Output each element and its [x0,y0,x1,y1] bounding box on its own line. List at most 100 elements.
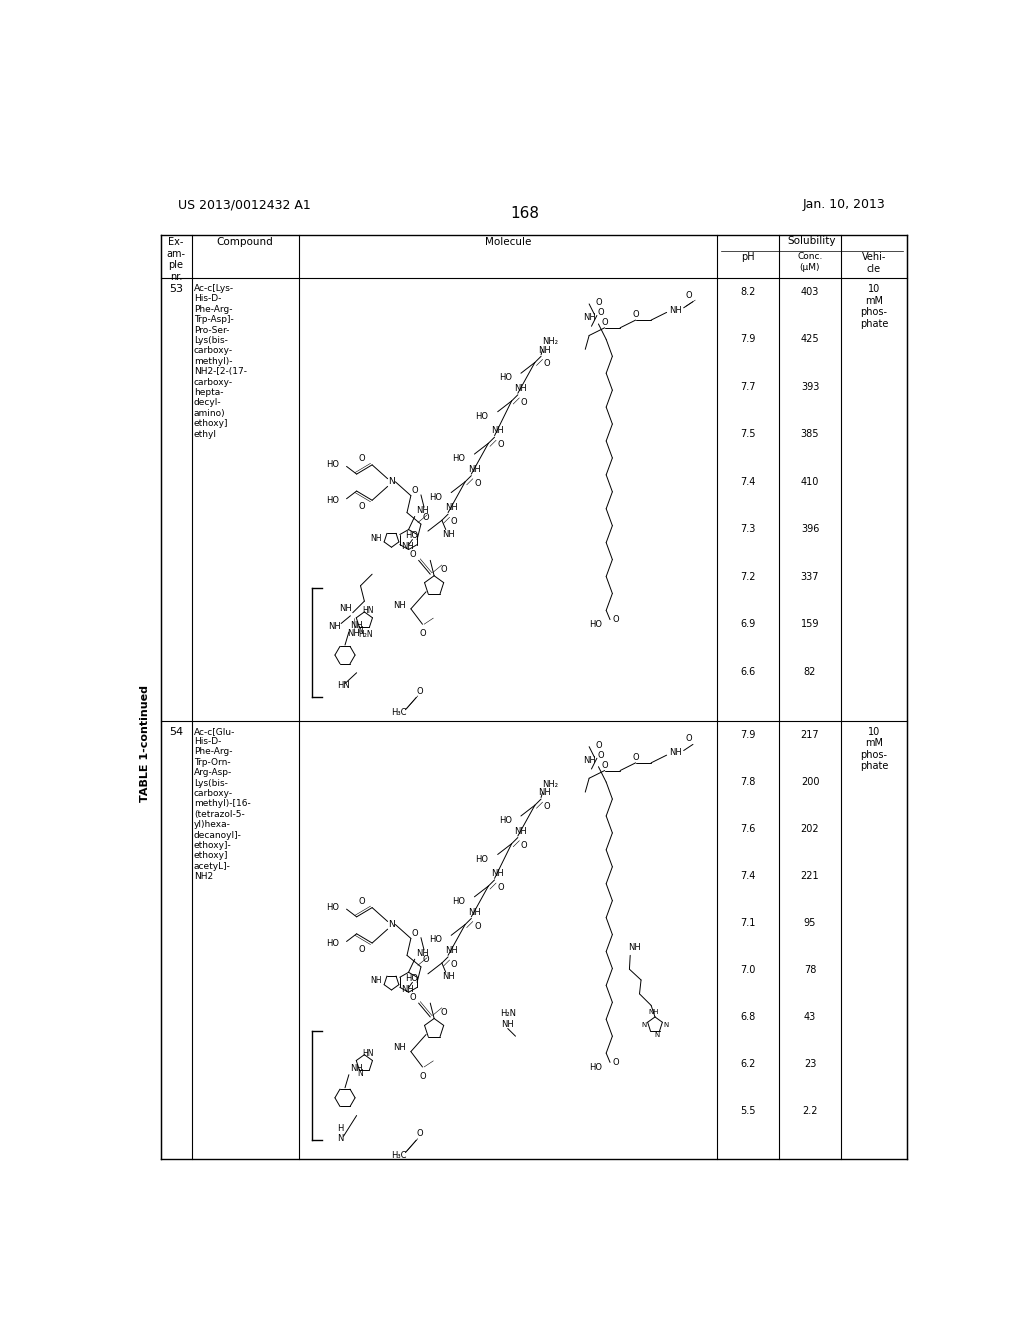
Text: O: O [595,298,602,306]
Text: O: O [440,565,446,574]
Text: NH: NH [393,1043,406,1052]
Text: Ex-
am-
ple
nr.: Ex- am- ple nr. [167,238,185,281]
Text: O: O [410,550,417,560]
Text: 6.2: 6.2 [740,1059,756,1069]
Text: O: O [597,308,604,317]
Text: N: N [357,626,364,635]
Text: N: N [664,1022,669,1028]
Text: 7.6: 7.6 [740,824,756,834]
Text: 7.2: 7.2 [740,572,756,582]
Text: O: O [474,479,481,488]
Text: H₃C: H₃C [391,709,407,717]
Text: HO: HO [326,496,339,504]
Text: NH: NH [502,1020,514,1030]
Text: Conc.
(μM): Conc. (μM) [798,252,822,272]
Text: O: O [358,898,366,906]
Text: 53: 53 [169,284,183,294]
Text: Ac-c[Glu-
His-D-
Phe-Arg-
Trp-Orn-
Arg-Asp-
Lys(bis-
carboxy-
methyl)-[16-
(tetr: Ac-c[Glu- His-D- Phe-Arg- Trp-Orn- Arg-A… [194,726,251,882]
Text: NH: NH [444,946,458,956]
Text: 200: 200 [801,776,819,787]
Text: HO: HO [589,1063,602,1072]
Text: 95: 95 [804,917,816,928]
Text: O: O [422,512,429,521]
Text: O: O [521,841,527,850]
Text: O: O [474,921,481,931]
Text: Ac-c[Lys-
His-D-
Phe-Arg-
Trp-Asp]-
Pro-Ser-
Lys(bis-
carboxy-
methyl)-
NH2-[2-(: Ac-c[Lys- His-D- Phe-Arg- Trp-Asp]- Pro-… [194,284,247,438]
Text: Molecule: Molecule [484,238,530,247]
Text: O: O [544,359,551,368]
Text: O: O [632,752,639,762]
Text: 168: 168 [510,206,540,222]
Text: O: O [358,945,366,953]
Text: 393: 393 [801,381,819,392]
Text: 396: 396 [801,524,819,535]
Text: NH₂: NH₂ [543,337,558,346]
Text: 217: 217 [801,730,819,739]
Text: N: N [337,1134,344,1143]
Text: NH: NH [492,426,504,436]
Text: Solubility: Solubility [787,236,837,246]
Text: O: O [358,502,366,511]
Text: O: O [416,1130,423,1138]
Text: NH: NH [538,346,551,355]
Text: NH: NH [583,313,596,322]
Text: 425: 425 [801,334,819,345]
Text: HO: HO [406,531,419,540]
Text: US 2013/0012432 A1: US 2013/0012432 A1 [178,198,311,211]
Text: HO: HO [453,898,465,906]
Text: O: O [498,441,504,449]
Text: O: O [416,686,423,696]
Text: O: O [498,883,504,892]
Text: NH: NH [371,533,382,543]
Text: 7.9: 7.9 [740,730,756,739]
Text: O: O [595,741,602,750]
Text: HO: HO [453,454,465,463]
Text: H₂N: H₂N [358,630,373,639]
Text: NH: NH [350,1064,362,1073]
Text: O: O [685,734,691,743]
Text: O: O [419,630,426,638]
Text: 10
mM
phos-
phate: 10 mM phos- phate [860,284,888,329]
Text: O: O [412,928,418,937]
Text: HO: HO [589,620,602,628]
Text: 6.9: 6.9 [740,619,756,630]
Text: Jan. 10, 2013: Jan. 10, 2013 [802,198,885,211]
Text: NH: NH [400,543,414,550]
Text: O: O [597,751,604,759]
Text: 54: 54 [169,726,183,737]
Text: 7.0: 7.0 [740,965,756,975]
Text: 7.5: 7.5 [740,429,756,440]
Text: NH: NH [670,306,682,314]
Text: Compound: Compound [217,238,273,247]
Text: N: N [357,1069,364,1077]
Text: O: O [358,454,366,463]
Text: HO: HO [326,461,339,470]
Text: O: O [410,993,417,1002]
Text: O: O [601,760,608,770]
Text: O: O [544,803,551,812]
Text: H₂N: H₂N [500,1008,516,1018]
Text: O: O [612,1057,618,1067]
Text: O: O [451,517,458,527]
Text: HO: HO [499,374,512,383]
Text: 410: 410 [801,477,819,487]
Text: HO: HO [326,903,339,912]
Text: N: N [654,1032,659,1039]
Text: O: O [451,960,458,969]
Text: NH: NH [514,384,527,393]
Text: NH: NH [416,506,429,515]
Text: 82: 82 [804,667,816,677]
Text: NH: NH [538,788,551,797]
Text: N: N [641,1022,647,1028]
Text: NH: NH [329,622,341,631]
Text: 78: 78 [804,965,816,975]
Text: HO: HO [406,974,419,983]
Text: 403: 403 [801,286,819,297]
Text: NH: NH [648,1010,658,1015]
Text: 7.9: 7.9 [740,334,756,345]
Text: NH: NH [400,985,414,994]
Text: NH: NH [670,748,682,758]
Text: 337: 337 [801,572,819,582]
Text: 10
mM
phos-
phate: 10 mM phos- phate [860,726,888,771]
Text: 221: 221 [801,871,819,880]
